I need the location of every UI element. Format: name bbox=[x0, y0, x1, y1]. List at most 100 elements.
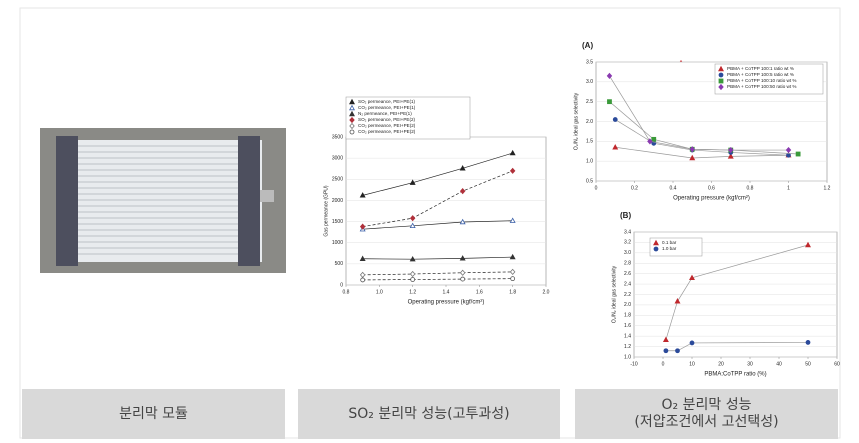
legend-marker bbox=[653, 246, 659, 252]
y-tick-label: 2.2 bbox=[624, 292, 631, 298]
legend-label: PBMA + CoTPP 100:1 ratio wt % bbox=[727, 66, 794, 71]
point bbox=[409, 270, 416, 278]
point bbox=[409, 255, 416, 262]
x-tick-label: 0.4 bbox=[670, 185, 677, 191]
point bbox=[675, 348, 680, 354]
point bbox=[509, 253, 516, 260]
chart-title: (A) bbox=[582, 41, 593, 50]
y-tick-label: 2.5 bbox=[586, 99, 593, 105]
point bbox=[651, 136, 657, 142]
legend-label: N₂ permeance, PEI+PE(1) bbox=[358, 111, 412, 116]
y-tick-label: 1.6 bbox=[624, 323, 631, 329]
point bbox=[805, 340, 811, 345]
caption: 분리막 모듈 bbox=[22, 389, 285, 439]
x-tick-label: 0.8 bbox=[747, 185, 754, 191]
legend-box bbox=[649, 237, 703, 257]
x-tick-label: 0 bbox=[662, 361, 665, 367]
point bbox=[689, 154, 696, 161]
module-photo bbox=[40, 128, 286, 273]
caption-line: (저압조건에서 고선택성) bbox=[634, 414, 779, 430]
x-tick-label: 0.8 bbox=[343, 289, 350, 295]
point bbox=[409, 215, 416, 222]
x-tick-label: 10 bbox=[689, 361, 695, 367]
point bbox=[509, 167, 516, 174]
point bbox=[612, 117, 618, 122]
point bbox=[509, 217, 516, 223]
caption-line: O₂ 분리막 성능 bbox=[661, 397, 752, 413]
y-axis-label: Gas permeance (GPU) bbox=[323, 185, 329, 236]
x-tick-label: 30 bbox=[747, 361, 753, 367]
point bbox=[360, 277, 366, 283]
point bbox=[727, 153, 734, 159]
series-line bbox=[362, 152, 513, 196]
x-tick-label: 1.2 bbox=[409, 289, 416, 295]
x-tick-label: 2.0 bbox=[543, 289, 550, 295]
point bbox=[359, 192, 366, 198]
series-line bbox=[362, 170, 513, 227]
y-tick-label: 3.4 bbox=[624, 229, 631, 235]
point bbox=[459, 188, 466, 195]
x-tick-label: -10 bbox=[630, 361, 637, 367]
point bbox=[689, 340, 695, 346]
y-tick-label: 1000 bbox=[332, 240, 343, 246]
caption: O₂ 분리막 성능 (저압조건에서 고선택성) bbox=[575, 389, 838, 439]
x-tick-label: 0.6 bbox=[708, 185, 715, 191]
legend-label: SO₂ permeance, PEI+PE(2) bbox=[358, 117, 416, 122]
legend-marker bbox=[718, 78, 724, 84]
point bbox=[607, 99, 612, 105]
y-tick-label: 2.8 bbox=[624, 261, 631, 267]
legend-marker bbox=[349, 129, 355, 135]
plot-area bbox=[345, 136, 547, 286]
y-tick-label: 2.6 bbox=[624, 271, 631, 277]
x-axis-label: Operating pressure (kgf/cm²) bbox=[408, 300, 485, 306]
series-line bbox=[362, 278, 513, 281]
legend-marker bbox=[718, 83, 724, 91]
legend-marker bbox=[349, 104, 355, 111]
x-tick-label: 0 bbox=[595, 185, 598, 191]
y-tick-label: 1.0 bbox=[624, 354, 631, 360]
legend-label: CO₂ permeance, PEI+PE(1) bbox=[358, 105, 416, 110]
legend-marker bbox=[349, 122, 355, 130]
y-tick-label: 2500 bbox=[332, 177, 343, 183]
x-tick-label: 1.8 bbox=[509, 289, 516, 295]
y-tick-label: 3.5 bbox=[586, 59, 593, 65]
x-tick-label: 0.2 bbox=[631, 185, 638, 191]
point bbox=[612, 144, 619, 150]
series-line bbox=[665, 342, 809, 352]
legend-box bbox=[714, 63, 824, 95]
point bbox=[459, 165, 466, 171]
x-tick-label: 1.2 bbox=[824, 185, 831, 191]
x-tick-label: 40 bbox=[776, 361, 782, 367]
point bbox=[459, 218, 466, 225]
point bbox=[606, 72, 613, 79]
y-tick-label: 2000 bbox=[332, 198, 343, 204]
y-axis-label: O₂/N₂ ideal gas selectivity bbox=[573, 92, 579, 150]
y-tick-label: 2.4 bbox=[624, 281, 631, 287]
point bbox=[674, 298, 681, 304]
y-tick-label: 1.0 bbox=[586, 158, 593, 164]
legend-label: 1.0 bar bbox=[662, 246, 677, 251]
point bbox=[460, 276, 466, 282]
point bbox=[459, 255, 466, 261]
legend-label: PBMA + CoTPP 100:5 ratio wt % bbox=[727, 72, 794, 77]
point bbox=[409, 222, 416, 229]
series-line bbox=[665, 244, 809, 340]
point bbox=[689, 274, 695, 281]
y-tick-label: 1.2 bbox=[624, 344, 631, 350]
x-tick-label: 1.6 bbox=[476, 289, 483, 295]
series-line bbox=[362, 271, 513, 276]
point bbox=[728, 146, 734, 154]
point bbox=[359, 271, 366, 278]
x-tick-label: 60 bbox=[834, 361, 840, 367]
legend-label: PBMA + CoTPP 100:10 ratio wt % bbox=[727, 78, 797, 83]
point bbox=[689, 146, 695, 153]
y-tick-label: 3500 bbox=[332, 134, 343, 140]
x-tick-label: 1 bbox=[787, 185, 790, 191]
x-tick-label: 20 bbox=[718, 361, 724, 367]
point bbox=[785, 146, 792, 154]
point bbox=[359, 223, 366, 230]
series-line bbox=[362, 220, 513, 230]
y-tick-label: 1.4 bbox=[624, 333, 631, 339]
series-line bbox=[615, 146, 789, 159]
